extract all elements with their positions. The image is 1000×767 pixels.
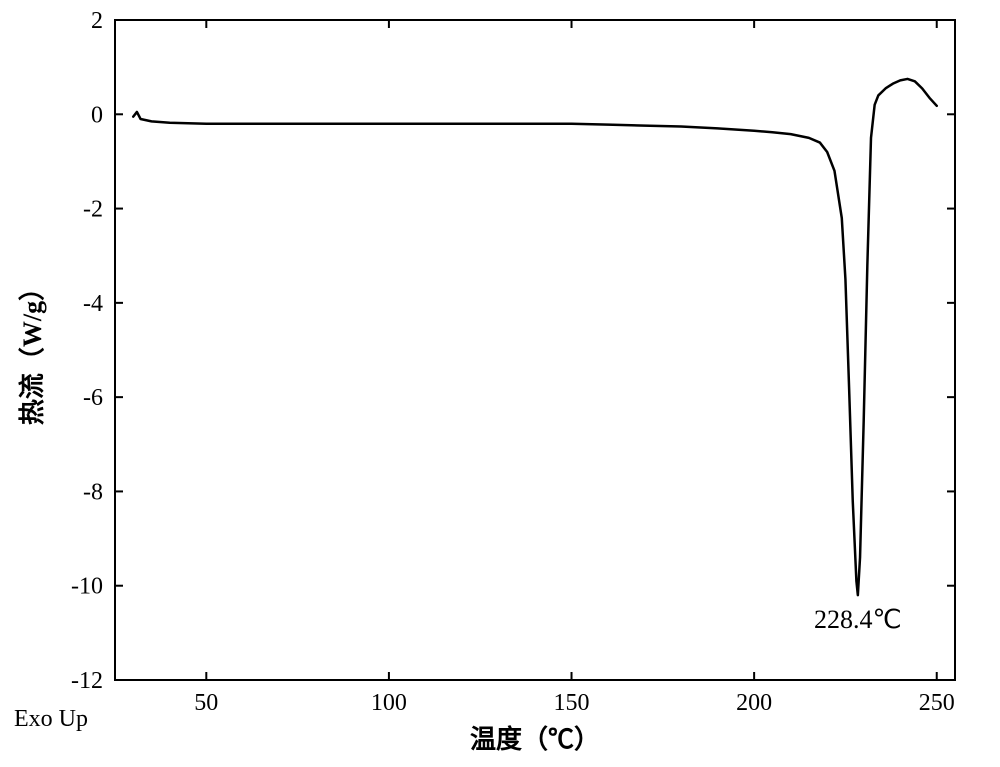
x-tick-label: 50: [194, 690, 218, 716]
x-tick-label: 250: [919, 690, 955, 716]
dsc-chart: 50 100 150 200 250 -12 -10 -8 -6 -4 -2 0 2 228.4℃ 温度（℃…: [0, 0, 1000, 767]
x-axis-title: 温度（℃）: [470, 724, 600, 754]
dsc-curve: [133, 79, 936, 595]
y-tick-label: 2: [91, 8, 103, 34]
exo-up-label: Exo Up: [14, 706, 88, 732]
y-axis-title: 热流（W/g）: [18, 275, 47, 425]
chart-svg: 50 100 150 200 250 -12 -10 -8 -6 -4 -2 0 2 228.4℃ 温度（℃…: [0, 0, 1000, 767]
y-tick-label: -6: [83, 385, 103, 411]
y-tick-label: 0: [91, 102, 103, 128]
y-tick-label: -2: [83, 197, 103, 223]
y-tick-label: -4: [83, 291, 103, 317]
peak-annotation: 228.4℃: [814, 605, 902, 634]
x-tick-label: 200: [736, 690, 772, 716]
x-tick-label: 100: [371, 690, 407, 716]
plot-frame: [115, 20, 955, 680]
x-tick-label: 150: [554, 690, 590, 716]
y-tick-label: -8: [83, 479, 103, 505]
y-tick-label: -12: [71, 668, 103, 694]
y-tick-label: -10: [71, 574, 103, 600]
